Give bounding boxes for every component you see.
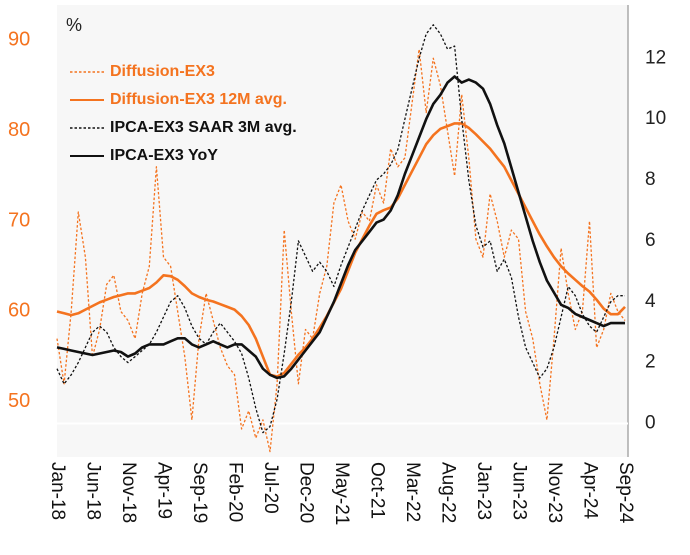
x-tick-label: Sep-24 bbox=[615, 462, 636, 524]
y-tick-label: 60 bbox=[8, 300, 30, 322]
x-tick-label: Sep-19 bbox=[189, 462, 210, 523]
x-tick-label: Feb-20 bbox=[224, 462, 245, 522]
x-tick-label: Jun-23 bbox=[508, 462, 529, 520]
y2-tick-label: 10 bbox=[645, 108, 666, 129]
y2-tick-label: 6 bbox=[645, 230, 656, 251]
y2-tick-label: 12 bbox=[645, 47, 666, 68]
y-tick-label: 90 bbox=[8, 29, 30, 51]
y-axis-label: % bbox=[66, 15, 82, 35]
series-line bbox=[56, 122, 626, 378]
series-line bbox=[56, 48, 626, 453]
x-tick-label: Oct-21 bbox=[366, 462, 387, 519]
x-tick-label: Jul-20 bbox=[260, 462, 281, 514]
x-tick-label: Jan-23 bbox=[473, 462, 494, 520]
x-tick-label: Jun-18 bbox=[82, 462, 103, 520]
legend-label: IPCA-EX3 SAAR 3M avg. bbox=[110, 119, 297, 136]
y-tick-label: 50 bbox=[8, 390, 30, 412]
x-tick-label: May-21 bbox=[331, 462, 352, 525]
y2-tick-label: 0 bbox=[645, 413, 656, 434]
x-tick-label: Nov-23 bbox=[544, 462, 565, 523]
x-tick-label: Aug-22 bbox=[437, 462, 458, 523]
x-tick-label: Nov-18 bbox=[118, 462, 139, 523]
y-tick-label: 70 bbox=[8, 209, 30, 231]
y2-tick-label: 2 bbox=[645, 352, 656, 373]
y-tick-label: 80 bbox=[8, 119, 30, 141]
legend-label: IPCA-EX3 YoY bbox=[110, 147, 218, 164]
legend-label: Diffusion-EX3 12M avg. bbox=[110, 91, 287, 108]
x-tick-label: Apr-19 bbox=[153, 462, 174, 519]
y2-tick-label: 4 bbox=[645, 291, 656, 312]
x-tick-label: Apr-24 bbox=[579, 462, 600, 519]
y2-tick-label: 8 bbox=[645, 169, 656, 190]
x-tick-label: Mar-22 bbox=[402, 462, 423, 522]
series-line bbox=[56, 75, 625, 380]
legend-label: Diffusion-EX3 bbox=[110, 63, 215, 80]
x-tick-label: Jan-18 bbox=[47, 462, 68, 520]
series-line bbox=[56, 24, 625, 434]
x-tick-label: Dec-20 bbox=[295, 462, 316, 523]
